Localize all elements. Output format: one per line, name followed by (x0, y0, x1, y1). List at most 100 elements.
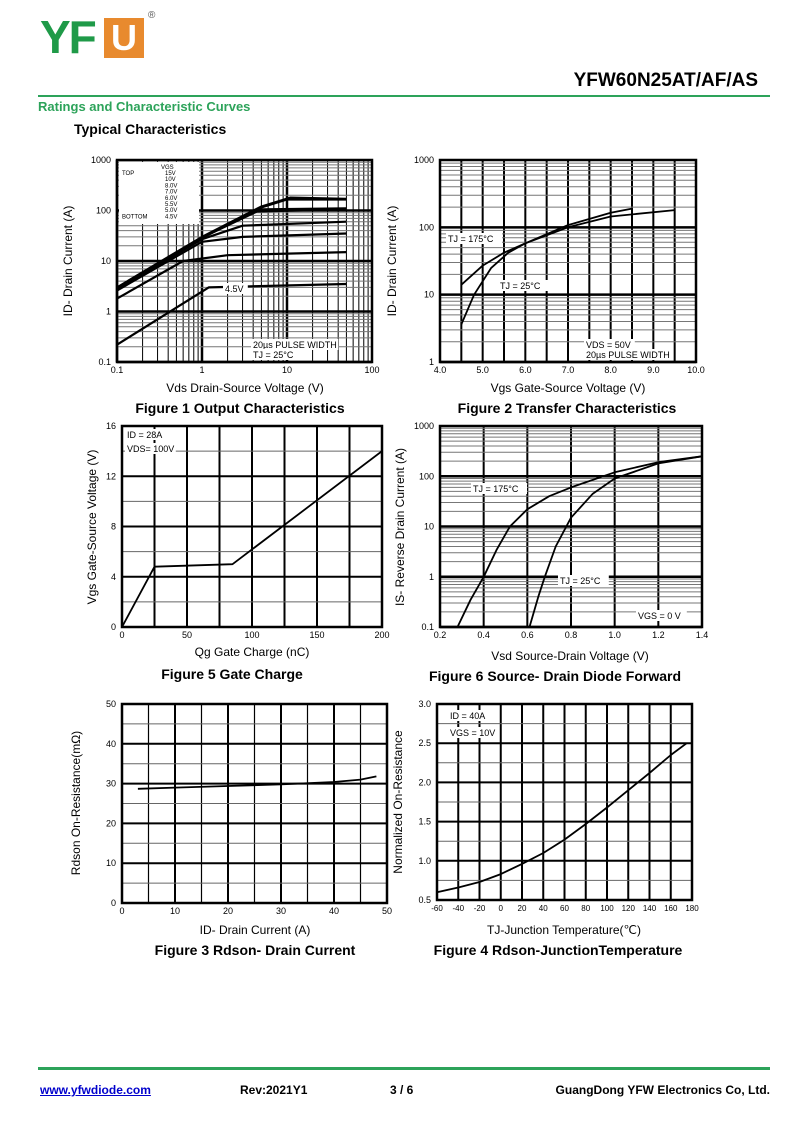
figure-caption: Figure 2 Transfer Characteristics (458, 400, 677, 416)
plot-frame (120, 702, 389, 905)
y-tick-label: 30 (106, 779, 116, 789)
footer-revision: Rev:2021Y1 (240, 1083, 308, 1097)
x-tick-label: 6.0 (519, 365, 532, 375)
y-axis-label: ID- Drain Current (A) (61, 206, 75, 317)
chart-4: 0.2 0.4 0.6 0.8 1.0 1.2 1.4 0.1 1 10 100 1000 Vsd So… (393, 421, 708, 684)
x-tick-label: 30 (276, 906, 286, 916)
x-tick-label: -60 (431, 904, 443, 913)
legend-entry: 5.0V (165, 208, 177, 214)
y-tick-label: 4 (111, 572, 116, 582)
y-axis-label: Rdson On-Resistance(mΩ) (69, 731, 83, 875)
series-line-4-5v (116, 282, 347, 346)
y-tick-label: 0 (111, 898, 116, 908)
y-tick-label: 100 (419, 222, 434, 232)
x-tick-label: 4.0 (434, 365, 447, 375)
plot-frame (120, 424, 384, 629)
figure-caption: Figure 4 Rdson-JunctionTemperature (434, 942, 683, 958)
series-line-tj-175-c (456, 455, 703, 628)
annotation-bg (125, 443, 176, 454)
part-number: YFW60N25AT/AF/AS (573, 70, 758, 91)
annotation-bg (251, 339, 339, 350)
annotation-label: 20µs PULSE WIDTH (253, 340, 337, 350)
registered-mark: ® (148, 10, 156, 21)
y-axis-label: IS- Reverse Drain Current (A) (393, 448, 407, 606)
y-axis-label: ID- Drain Current (A) (385, 206, 399, 317)
x-tick-label: -20 (474, 904, 486, 913)
y-tick-label: 0 (111, 622, 116, 632)
legend-bottom-label: BOTTOM (122, 214, 148, 220)
y-tick-label: 1000 (91, 155, 111, 165)
annotation-bg (448, 710, 494, 721)
annotation-bg (223, 283, 248, 294)
legend-entry: 5.5V (165, 202, 177, 208)
series-line-1 (121, 450, 383, 628)
x-tick-label: 10.0 (687, 365, 705, 375)
x-axis-label: TJ-Junction Temperature(℃) (487, 923, 641, 937)
plot-frame (438, 158, 698, 364)
y-tick-label: 10 (106, 858, 116, 868)
annotation-label: TJ = 175°C (473, 484, 519, 494)
y-tick-label: 10 (101, 256, 111, 266)
y-tick-label: 2.0 (418, 777, 431, 787)
y-tick-label: 100 (419, 471, 434, 481)
y-tick-label: 40 (106, 739, 116, 749)
series-line-5-5v (116, 232, 347, 292)
x-tick-label: 0.6 (521, 630, 534, 640)
x-axis-label: Vsd Source-Drain Voltage (V) (491, 649, 648, 663)
annotation-label: TJ = 25°C (560, 576, 601, 586)
footer-website[interactable]: www.yfwdiode.com (40, 1083, 151, 1097)
y-tick-label: 20 (106, 818, 116, 828)
y-tick-label: 10 (424, 522, 434, 532)
figure-caption: Figure 3 Rdson- Drain Current (155, 942, 356, 958)
x-tick-label: 20 (223, 906, 233, 916)
y-tick-label: 3.0 (418, 699, 431, 709)
y-tick-label: 1000 (414, 421, 434, 431)
x-tick-label: 0 (119, 906, 124, 916)
y-tick-label: 1.5 (418, 817, 431, 827)
y-tick-label: 1 (429, 357, 434, 367)
x-tick-label: 50 (182, 630, 192, 640)
x-tick-label: 50 (382, 906, 392, 916)
y-tick-label: 1000 (414, 155, 434, 165)
x-tick-label: 9.0 (647, 365, 660, 375)
series-line-1 (137, 775, 377, 790)
x-tick-label: 0.4 (477, 630, 490, 640)
annotation-bg (251, 349, 302, 360)
annotation-label: ID = 40A (450, 711, 485, 721)
figure-caption: Figure 5 Gate Charge (161, 666, 303, 682)
x-axis-label: Qg Gate Charge (nC) (195, 645, 310, 659)
x-tick-label: 0.2 (434, 630, 447, 640)
footer-page-number: 3 / 6 (390, 1083, 414, 1097)
x-tick-label: 10 (170, 906, 180, 916)
x-tick-label: 1.4 (696, 630, 709, 640)
annotation-bg (448, 727, 499, 738)
annotation-label: ID = 28A (127, 430, 162, 440)
grid (439, 160, 697, 364)
website-link[interactable]: www.yfwdiode.com (40, 1083, 151, 1097)
annotation-bg (125, 429, 171, 440)
page-subtitle: Typical Characteristics (74, 121, 227, 137)
logo-yf: YF (40, 11, 97, 63)
x-tick-label: 0.8 (565, 630, 578, 640)
annotation-label: 20µs PULSE WIDTH (586, 350, 670, 360)
x-tick-label: 20 (518, 904, 527, 913)
annotation-label: 4.5V (225, 284, 244, 294)
x-tick-label: 200 (374, 630, 389, 640)
plot-frame (438, 424, 704, 629)
series-line-tj-25-c (528, 455, 703, 628)
x-tick-label: 8.0 (604, 365, 617, 375)
legend-entry: 15V (165, 171, 176, 177)
x-tick-label: 100 (364, 365, 379, 375)
header-divider (38, 95, 770, 97)
x-tick-label: 100 (600, 904, 614, 913)
annotation-bg (584, 339, 635, 350)
x-tick-label: 40 (329, 906, 339, 916)
x-axis-label: Vgs Gate-Source Voltage (V) (491, 381, 646, 395)
figure-caption: Figure 6 Source- Drain Diode Forward (429, 668, 681, 684)
y-tick-label: 0.1 (98, 357, 111, 367)
y-axis-label: Vgs Gate-Source Voltage (V) (85, 450, 99, 605)
chart-5: 0 10 20 30 40 50 0 10 20 30 40 50 ID- Drain Current … (69, 699, 392, 958)
annotation-label: TJ = 175°C (448, 234, 494, 244)
annotation-bg (558, 575, 609, 586)
